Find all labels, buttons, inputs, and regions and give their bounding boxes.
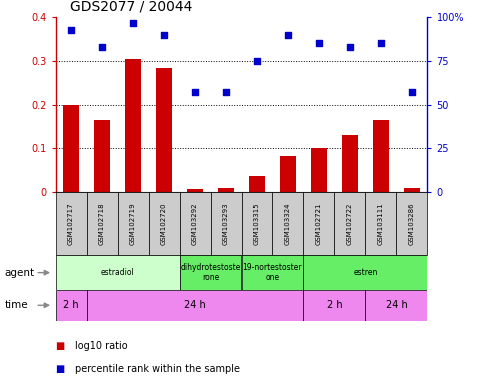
Bar [272,192,303,255]
Point [129,20,137,26]
Text: 19-nortestoster
one: 19-nortestoster one [242,263,302,282]
Bar [86,192,117,255]
Bar [94,120,110,192]
Bar [311,148,327,192]
Bar [180,192,211,255]
Text: GDS2077 / 20044: GDS2077 / 20044 [70,0,192,13]
Point [191,89,199,96]
Text: 24 h: 24 h [385,300,407,310]
Text: GSM102719: GSM102719 [130,202,136,245]
Bar [180,255,242,290]
Point [253,58,261,64]
Text: GSM103293: GSM103293 [223,202,229,245]
Bar [397,192,427,255]
Bar [187,189,203,192]
Bar [86,290,303,321]
Bar [334,192,366,255]
Bar [303,290,366,321]
Text: dihydrotestoste
rone: dihydrotestoste rone [180,263,241,282]
Text: percentile rank within the sample: percentile rank within the sample [75,364,240,374]
Bar [211,192,242,255]
Point [160,32,168,38]
Text: GSM102722: GSM102722 [347,202,353,245]
Bar [280,156,296,192]
Text: ■: ■ [56,341,65,351]
Bar [249,176,265,192]
Text: 2 h: 2 h [327,300,342,310]
Point [408,89,416,96]
Text: GSM102718: GSM102718 [99,202,105,245]
Text: GSM102717: GSM102717 [68,202,74,245]
Text: GSM102721: GSM102721 [316,202,322,245]
Text: estren: estren [353,268,378,277]
Bar [366,192,397,255]
Bar [303,255,427,290]
Bar [303,192,334,255]
Bar [366,290,427,321]
Bar [63,105,79,192]
Text: GSM103286: GSM103286 [409,202,415,245]
Bar [404,188,420,192]
Bar [56,255,180,290]
Text: 24 h: 24 h [184,300,206,310]
Point [222,89,230,96]
Text: 2 h: 2 h [63,300,79,310]
Bar [373,120,389,192]
Text: ■: ■ [56,364,65,374]
Point [98,44,106,50]
Point [315,40,323,46]
Bar [56,290,86,321]
Text: GSM103324: GSM103324 [285,202,291,245]
Point [377,40,385,46]
Bar [156,68,172,192]
Bar [117,192,149,255]
Text: estradiol: estradiol [100,268,134,277]
Bar [242,192,272,255]
Point [284,32,292,38]
Text: GSM102720: GSM102720 [161,202,167,245]
Bar [125,59,141,192]
Point [346,44,354,50]
Text: GSM103315: GSM103315 [254,202,260,245]
Text: agent: agent [5,268,35,278]
Point [67,26,75,33]
Text: GSM103292: GSM103292 [192,202,198,245]
Text: log10 ratio: log10 ratio [75,341,128,351]
Bar [342,135,358,192]
Bar [149,192,180,255]
Bar [218,188,234,192]
Bar [56,192,86,255]
Text: time: time [5,300,28,310]
Text: GSM103111: GSM103111 [378,202,384,245]
Bar [242,255,303,290]
